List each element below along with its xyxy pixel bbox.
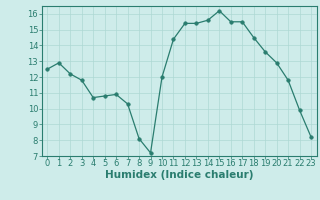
X-axis label: Humidex (Indice chaleur): Humidex (Indice chaleur) <box>105 170 253 180</box>
